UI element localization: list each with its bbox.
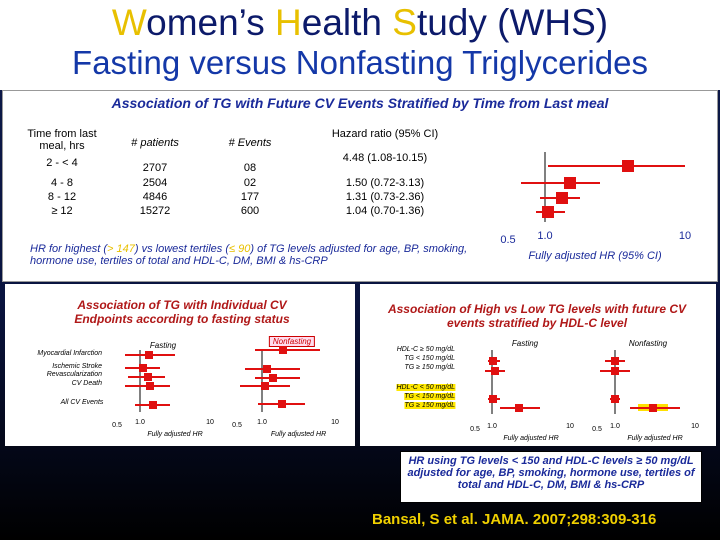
right-heading: Association of High vs Low TG levels wit…	[387, 302, 687, 330]
axis-label: Fully adjusted HR	[147, 431, 203, 438]
footnote-part: ) of TG levels adjusted for age, BP, smo…	[30, 243, 468, 267]
footnote-part: > 147	[107, 243, 135, 255]
tick-label: 0.5	[500, 234, 516, 246]
tick-label: 1.0	[135, 419, 145, 426]
title-part: omen’s	[146, 2, 276, 43]
col-header: Time from last meal, hrs	[27, 128, 97, 152]
panel-label: Fasting	[149, 341, 177, 350]
top-panel	[2, 90, 718, 282]
note-box	[400, 451, 702, 503]
panel-label: Nonfasting	[268, 336, 316, 347]
title-part: H	[275, 2, 302, 43]
tick-label: 10	[678, 230, 692, 242]
title-part: tudy (WHS)	[416, 2, 609, 43]
col-header: # patients	[131, 137, 179, 149]
tick-label: 1.0	[487, 423, 497, 430]
table-cell: 2 - < 4	[46, 157, 78, 169]
table-cell: 2504	[142, 177, 168, 189]
endpoint-label: Myocardial Infarction	[37, 350, 102, 357]
tick-label: 0.5	[112, 422, 122, 429]
panel-label: Fasting	[511, 339, 539, 348]
footnote-part: ) vs lowest tertiles (	[134, 243, 230, 255]
endpoint-label: All CV Events	[60, 399, 104, 406]
table-cell: 1.50 (0.72-3.13)	[345, 177, 425, 189]
subtitle: Fasting versus Nonfasting Triglycerides	[72, 44, 648, 81]
header-bg	[0, 0, 720, 90]
left-heading: Association of TG with Individual CV End…	[74, 298, 290, 326]
tick-label: 1.0	[537, 230, 553, 242]
table-cell: 2707	[142, 162, 168, 174]
left-panel	[5, 284, 355, 446]
table-cell: 1.31 (0.73-2.36)	[345, 191, 425, 203]
citation: Bansal, S et al. JAMA. 2007;298:309-316	[372, 511, 657, 528]
axis-label: Fully adjusted HR	[503, 435, 559, 442]
note: HR using TG levels < 150 and HDL-C level…	[407, 455, 695, 491]
footnote-part: HR for highest (	[30, 243, 108, 255]
tick-label: 10	[566, 423, 574, 430]
group-row: TG ≥ 150 mg/dL	[404, 402, 455, 409]
endpoint-label: Revascularization	[46, 371, 102, 378]
col-header: # Events	[228, 137, 272, 149]
group-row: TG < 150 mg/dL	[404, 355, 455, 362]
table-cell: 4 - 8	[50, 177, 74, 189]
group-row: TG < 150 mg/dL	[404, 393, 455, 400]
table-cell: 4846	[142, 191, 168, 203]
table-cell: 08	[243, 162, 257, 174]
table-cell: 1.04 (0.70-1.36)	[345, 205, 425, 217]
table-cell: 177	[240, 191, 260, 203]
footnote-part: ≤ 90	[229, 243, 251, 255]
title-part: S	[392, 2, 417, 43]
axis-label: Fully adjusted HR	[627, 435, 683, 442]
table-cell: 8 - 12	[47, 191, 77, 203]
group-row: TG ≥ 150 mg/dL	[404, 364, 455, 371]
title: Women’s Health Study (WHS)	[112, 2, 608, 44]
table-cell: 02	[243, 177, 257, 189]
endpoint-label: Ischemic Stroke	[52, 363, 102, 370]
tick-label: 1.0	[257, 419, 267, 426]
tick-label: 10	[691, 423, 699, 430]
group-label: HDL-C < 50 mg/dL	[396, 384, 455, 391]
top-heading: Association of TG with Future CV Events …	[111, 95, 609, 111]
endpoint-label: CV Death	[71, 380, 102, 387]
tick-label: 1.0	[610, 423, 620, 430]
panel-label: Nonfasting	[628, 339, 668, 348]
tick-label: 0.5	[470, 426, 480, 433]
group-label: HDL-C ≥ 50 mg/dL	[396, 346, 455, 353]
axis-label: Fully adjusted HR (95% CI)	[528, 250, 662, 262]
title-part: W	[111, 2, 147, 43]
table-cell: ≥ 12	[51, 205, 73, 217]
title-part: ealth	[301, 2, 393, 43]
tick-label: 10	[206, 419, 214, 426]
tick-label: 10	[331, 419, 339, 426]
table-cell: 4.48 (1.08-10.15)	[342, 152, 428, 164]
table-cell: 15272	[139, 205, 171, 217]
col-header: Hazard ratio (95% CI)	[331, 128, 439, 140]
axis-label: Fully adjusted HR	[270, 431, 327, 438]
right-panel	[360, 284, 716, 446]
tick-label: 0.5	[592, 426, 602, 433]
table-cell: 600	[240, 205, 260, 217]
tick-label: 0.5	[232, 422, 242, 429]
footnote: HR for highest (> 147) vs lowest tertile…	[30, 243, 480, 267]
